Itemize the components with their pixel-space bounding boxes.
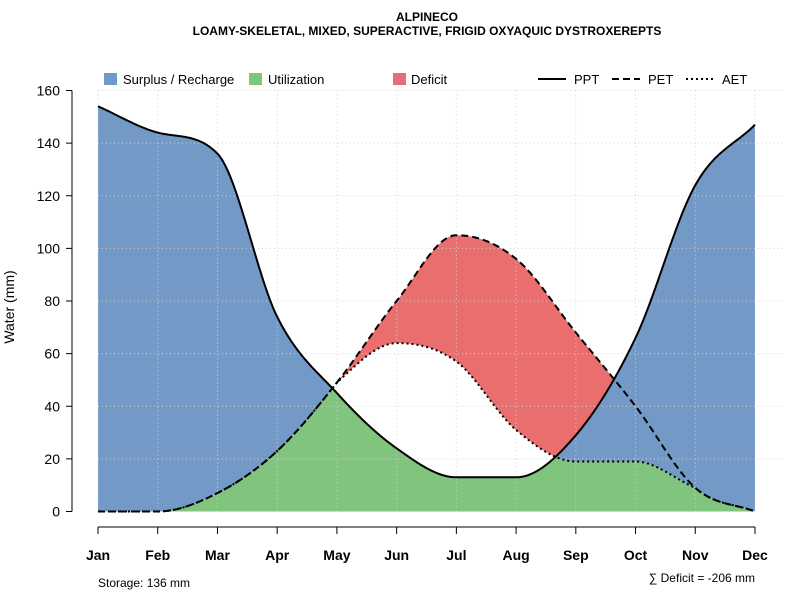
x-tick-label-dec: Dec — [742, 547, 768, 563]
x-tick-label-nov: Nov — [682, 547, 709, 563]
x-tick-label-aug: Aug — [502, 547, 529, 563]
x-tick-label-oct: Oct — [624, 547, 648, 563]
x-tick-label-may: May — [323, 547, 350, 563]
x-tick-label-jan: Jan — [86, 547, 110, 563]
legend-swatch-surplus — [104, 73, 117, 85]
x-tick-label-feb: Feb — [145, 547, 170, 563]
legend-label-utilization: Utilization — [268, 72, 324, 87]
y-tick-label: 60 — [44, 346, 60, 362]
series-line-ppt — [97, 105, 756, 479]
y-tick-label: 160 — [37, 83, 61, 99]
x-tick-label-sep: Sep — [563, 547, 589, 563]
legend-label-pet: PET — [648, 72, 673, 87]
x-tick-label-jul: Jul — [446, 547, 466, 563]
legend-label-aet: AET — [722, 72, 747, 87]
y-tick-label: 0 — [52, 504, 60, 520]
deficit-note: ∑ Deficit = -206 mm — [649, 571, 755, 585]
y-tick-label: 40 — [44, 398, 60, 414]
x-tick-label-apr: Apr — [265, 547, 290, 563]
surplus-area — [98, 106, 755, 512]
legend-swatch-deficit — [393, 73, 406, 85]
legend-label-ppt: PPT — [574, 72, 599, 87]
y-tick-label: 100 — [37, 240, 61, 256]
y-tick-label: 120 — [37, 188, 61, 204]
chart-subtitle: LOAMY-SKELETAL, MIXED, SUPERACTIVE, FRIG… — [193, 24, 662, 38]
axes-layer: 0 20 40 60 80 100 120 140 160 Jan Feb Mar Apr May Jun J… — [37, 83, 768, 564]
chart-title: ALPINECO — [396, 10, 458, 24]
areas-layer — [98, 106, 755, 512]
utilization-area — [98, 388, 755, 512]
series-line-aet — [98, 342, 756, 513]
storage-note: Storage: 136 mm — [98, 576, 190, 590]
y-tick-label: 140 — [37, 135, 61, 151]
x-tick-label-jun: Jun — [384, 547, 409, 563]
y-axis-label: Water (mm) — [1, 270, 17, 343]
lines-layer — [97, 105, 756, 513]
legend-swatch-utilization — [249, 73, 262, 85]
legend-label-deficit: Deficit — [411, 72, 448, 87]
y-tick-label: 80 — [44, 293, 60, 309]
legend-label-surplus: Surplus / Recharge — [123, 72, 234, 87]
y-tick-label: 20 — [44, 451, 60, 467]
x-tick-label-mar: Mar — [205, 547, 230, 563]
